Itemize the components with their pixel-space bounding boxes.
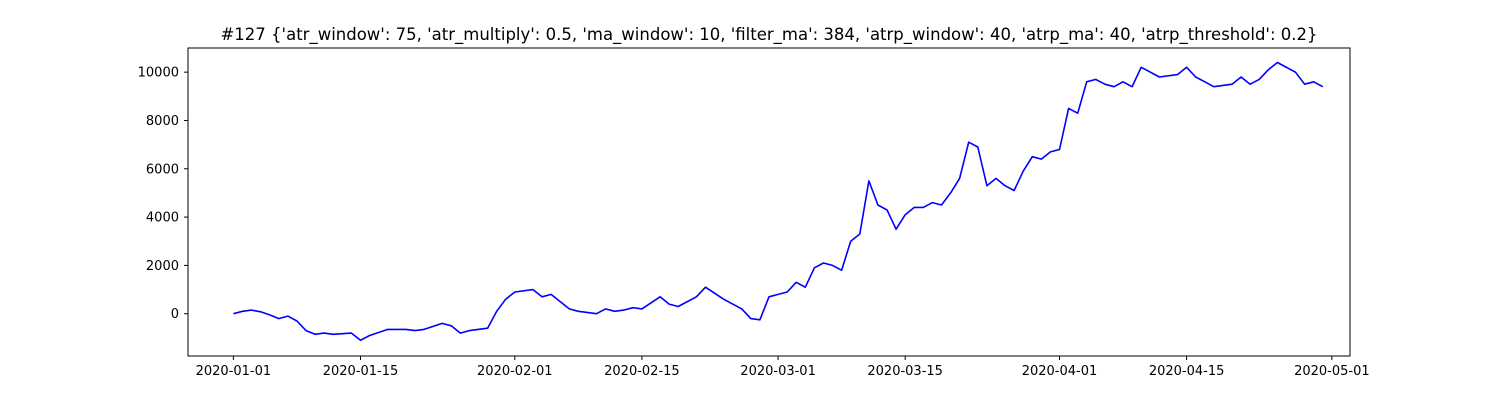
x-tick-label: 2020-01-15 [323, 364, 399, 379]
y-tick-label: 2000 [146, 259, 179, 274]
series-line-0 [233, 61, 1324, 342]
y-tick-label: 10000 [138, 66, 179, 81]
x-tick-label: 2020-04-01 [1022, 364, 1098, 379]
plot-area [233, 61, 1324, 342]
x-tick-label: 2020-03-01 [740, 364, 816, 379]
x-tick-label: 2020-02-15 [604, 364, 680, 379]
x-tick-label: 2020-02-01 [477, 364, 553, 379]
y-tick-label: 6000 [146, 162, 179, 177]
x-tick-label: 2020-04-15 [1149, 364, 1225, 379]
x-tick-label: 2020-05-01 [1294, 364, 1370, 379]
y-tick-label: 8000 [146, 114, 179, 129]
chart-title: #127 {'atr_window': 75, 'atr_multiply': … [220, 25, 1317, 45]
y-tick-label: 4000 [146, 211, 179, 226]
axes: 2020-01-01 2020-01-15 2020-02-01 2020-02-15… [138, 47, 1370, 379]
x-tick-label: 2020-01-01 [196, 364, 272, 379]
axes-frame [187, 47, 1351, 357]
y-tick-label: 0 [171, 307, 179, 322]
x-tick-label: 2020-03-15 [867, 364, 943, 379]
